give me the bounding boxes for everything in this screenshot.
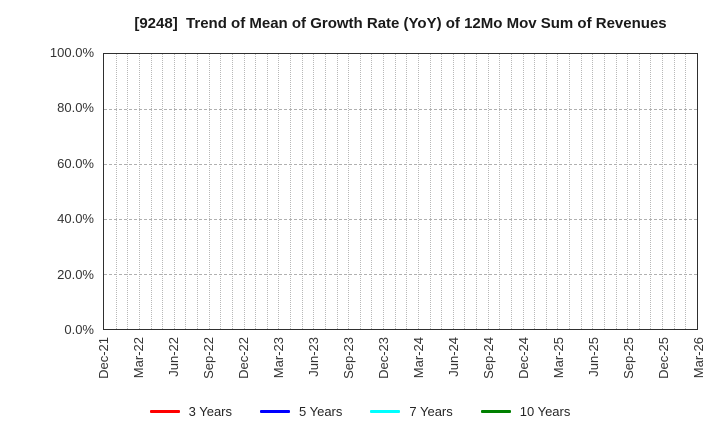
x-tick-label: Sep-22 [200, 337, 216, 379]
vertical-gridline [580, 54, 582, 329]
vertical-gridline [336, 54, 338, 329]
vertical-gridline [266, 54, 268, 329]
horizontal-gridline [104, 274, 697, 275]
vertical-gridline [417, 54, 419, 329]
vertical-gridline [208, 54, 210, 329]
vertical-gridline [255, 54, 257, 329]
x-tick-label: Sep-24 [480, 337, 496, 379]
x-tick-label: Mar-22 [130, 337, 146, 379]
vertical-gridline [115, 54, 117, 329]
vertical-gridline [499, 54, 501, 329]
chart-title: [9248] Trend of Mean of Growth Rate (YoY… [134, 15, 667, 32]
vertical-gridline [278, 54, 280, 329]
vertical-gridline [243, 54, 245, 329]
y-tick-label: 40.0% [57, 211, 94, 227]
vertical-gridline [534, 54, 536, 329]
x-tick-label: Jun-25 [585, 337, 601, 377]
vertical-gridline [487, 54, 489, 329]
vertical-gridline [557, 54, 559, 329]
x-tick-label: Jun-23 [305, 337, 321, 377]
vertical-gridline [464, 54, 466, 329]
y-tick-label: 100.0% [49, 45, 94, 60]
legend-line-swatch [149, 410, 180, 413]
vertical-gridline [615, 54, 617, 329]
vertical-gridline [371, 54, 373, 329]
x-tick-label: Dec-22 [235, 337, 251, 379]
horizontal-gridline [104, 164, 697, 165]
legend-item: 7 Years [370, 404, 453, 419]
vertical-gridline [359, 54, 361, 329]
legend-line-swatch [260, 410, 290, 413]
x-tick-label: Mar-23 [270, 337, 286, 379]
y-tick-label: 80.0% [57, 100, 94, 116]
vertical-gridline [545, 54, 547, 329]
vertical-gridline [138, 54, 140, 329]
vertical-gridline [638, 54, 640, 329]
vertical-gridline [231, 54, 233, 329]
vertical-gridline [162, 54, 164, 329]
vertical-gridline [510, 54, 512, 329]
legend: 3 Years 5 Years 7 Years 10 Years [0, 404, 720, 419]
vertical-gridline [220, 54, 222, 329]
vertical-gridline [313, 54, 315, 329]
x-tick-label: Sep-23 [340, 337, 356, 379]
legend-line-swatch [370, 410, 401, 413]
legend-label: 3 Years [188, 404, 232, 419]
legend-item: 10 Years [480, 404, 571, 419]
vertical-gridline [429, 54, 431, 329]
x-tick-label: Dec-21 [95, 337, 111, 379]
vertical-gridline [324, 54, 326, 329]
x-tick-label: Jun-24 [445, 337, 461, 377]
legend-label: 7 Years [409, 404, 453, 419]
x-tick-label: Mar-24 [410, 337, 426, 379]
vertical-gridline [627, 54, 629, 329]
vertical-gridline [301, 54, 303, 329]
vertical-gridline [394, 54, 396, 329]
vertical-gridline [673, 54, 675, 329]
vertical-gridline [476, 54, 478, 329]
vertical-gridline [685, 54, 687, 329]
y-tick-label: 20.0% [57, 266, 94, 282]
vertical-gridline [522, 54, 524, 329]
x-tick-label: Jun-22 [165, 337, 181, 377]
vertical-gridline [348, 54, 350, 329]
plot-area [103, 53, 698, 330]
legend-item: 5 Years [260, 404, 342, 419]
legend-item: 3 Years [149, 404, 232, 419]
y-tick-label: 0.0% [64, 322, 94, 337]
vertical-gridline [173, 54, 175, 329]
vertical-gridline [662, 54, 664, 329]
y-tick-label: 60.0% [57, 155, 94, 171]
vertical-gridline [127, 54, 129, 329]
x-tick-label: Mar-25 [550, 337, 566, 379]
x-tick-label: Dec-25 [655, 337, 671, 379]
vertical-gridline [197, 54, 199, 329]
vertical-gridline [592, 54, 594, 329]
vertical-gridline [650, 54, 652, 329]
vertical-gridline [185, 54, 187, 329]
horizontal-gridline [104, 109, 697, 110]
vertical-gridline [383, 54, 385, 329]
x-tick-label: Dec-23 [375, 337, 391, 379]
x-tick-label: Mar-26 [690, 337, 706, 379]
vertical-gridline [452, 54, 454, 329]
x-tick-label: Sep-25 [620, 337, 636, 379]
legend-line-swatch [480, 410, 511, 413]
legend-label: 5 Years [299, 404, 343, 419]
vertical-gridline [406, 54, 408, 329]
vertical-gridline [150, 54, 152, 329]
legend-label: 10 Years [519, 404, 571, 419]
vertical-gridline [569, 54, 571, 329]
horizontal-gridline [104, 219, 697, 220]
vertical-gridline [603, 54, 605, 329]
vertical-gridline [441, 54, 443, 329]
x-tick-label: Dec-24 [515, 337, 531, 379]
vertical-gridline [290, 54, 292, 329]
